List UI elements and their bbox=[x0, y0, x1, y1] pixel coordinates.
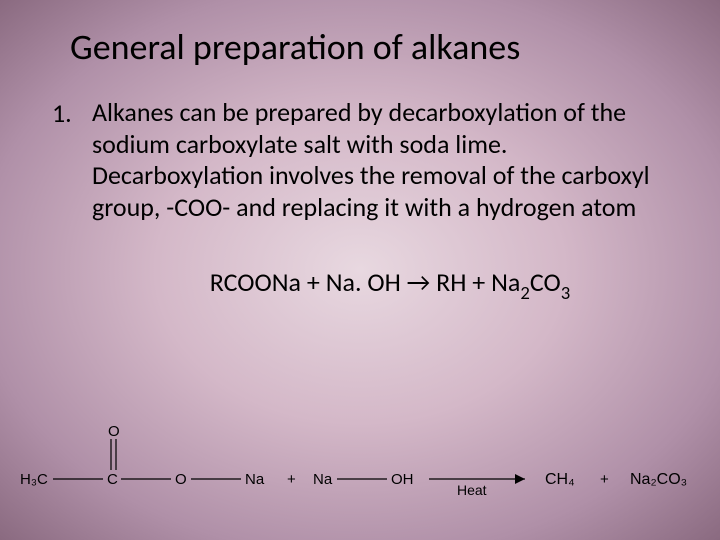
diagram-plus2: + bbox=[600, 471, 609, 488]
diagram-o-right: O bbox=[175, 471, 187, 488]
eq-plus1: + bbox=[301, 266, 326, 298]
slide-container: General preparation of alkanes 1. Alkane… bbox=[0, 0, 720, 540]
eq-lhs1: RCOONa bbox=[210, 266, 301, 298]
eq-sub1: 2 bbox=[520, 282, 529, 305]
diagram-na: Na bbox=[245, 471, 265, 488]
diagram-na2co3: Na₂CO₃ bbox=[630, 471, 687, 488]
slide-title: General preparation of alkanes bbox=[70, 25, 670, 69]
eq-sub2: 3 bbox=[561, 282, 570, 305]
eq-rhs1: RH bbox=[436, 266, 466, 298]
diagram-h3c: H₃C bbox=[20, 471, 48, 488]
list-item-1: 1. Alkanes can be prepared by decarboxyl… bbox=[50, 97, 670, 224]
list-body-text: Alkanes can be prepared by decarboxylati… bbox=[92, 97, 670, 224]
eq-plus2: + bbox=[466, 266, 491, 298]
list-number: 1. bbox=[50, 97, 92, 129]
diagram-ch4: CH₄ bbox=[545, 471, 575, 488]
diagram-oh: OH bbox=[391, 471, 414, 488]
diagram-c: C bbox=[107, 471, 118, 488]
diagram-na2: Na bbox=[313, 471, 333, 488]
eq-rhs2a: Na bbox=[491, 266, 520, 298]
eq-arrow: → bbox=[401, 266, 436, 298]
diagram-o-top: O bbox=[108, 423, 120, 440]
text-equation: RCOONa + Na. OH → RH + Na2CO3 bbox=[150, 266, 630, 303]
diagram-heat: Heat bbox=[457, 482, 487, 498]
arrow-head-icon bbox=[515, 474, 525, 484]
diagram-plus1: + bbox=[287, 471, 296, 488]
chemical-structure-diagram: H₃C C O O Na + Na OH Heat CH₄ + Na₂CO₃ bbox=[15, 422, 705, 512]
eq-rhs2b: CO bbox=[530, 266, 561, 298]
eq-lhs2: Na. OH bbox=[326, 266, 401, 298]
